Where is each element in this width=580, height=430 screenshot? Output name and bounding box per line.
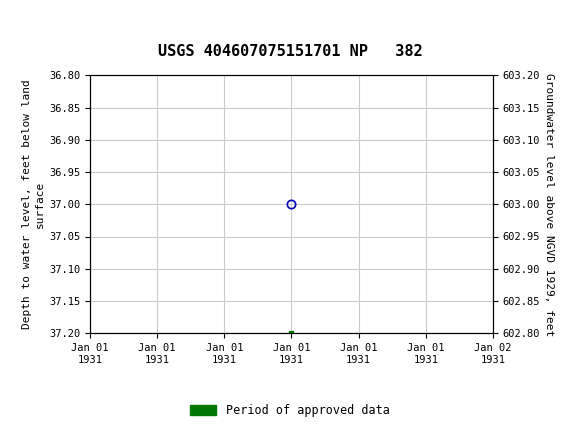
Legend: Period of approved data: Period of approved data [186, 399, 394, 422]
Text: ≋ USGS: ≋ USGS [7, 14, 72, 32]
Text: USGS 404607075151701 NP   382: USGS 404607075151701 NP 382 [158, 44, 422, 59]
Y-axis label: Groundwater level above NGVD 1929, feet: Groundwater level above NGVD 1929, feet [545, 73, 554, 336]
Y-axis label: Depth to water level, feet below land
surface: Depth to water level, feet below land su… [21, 80, 45, 329]
